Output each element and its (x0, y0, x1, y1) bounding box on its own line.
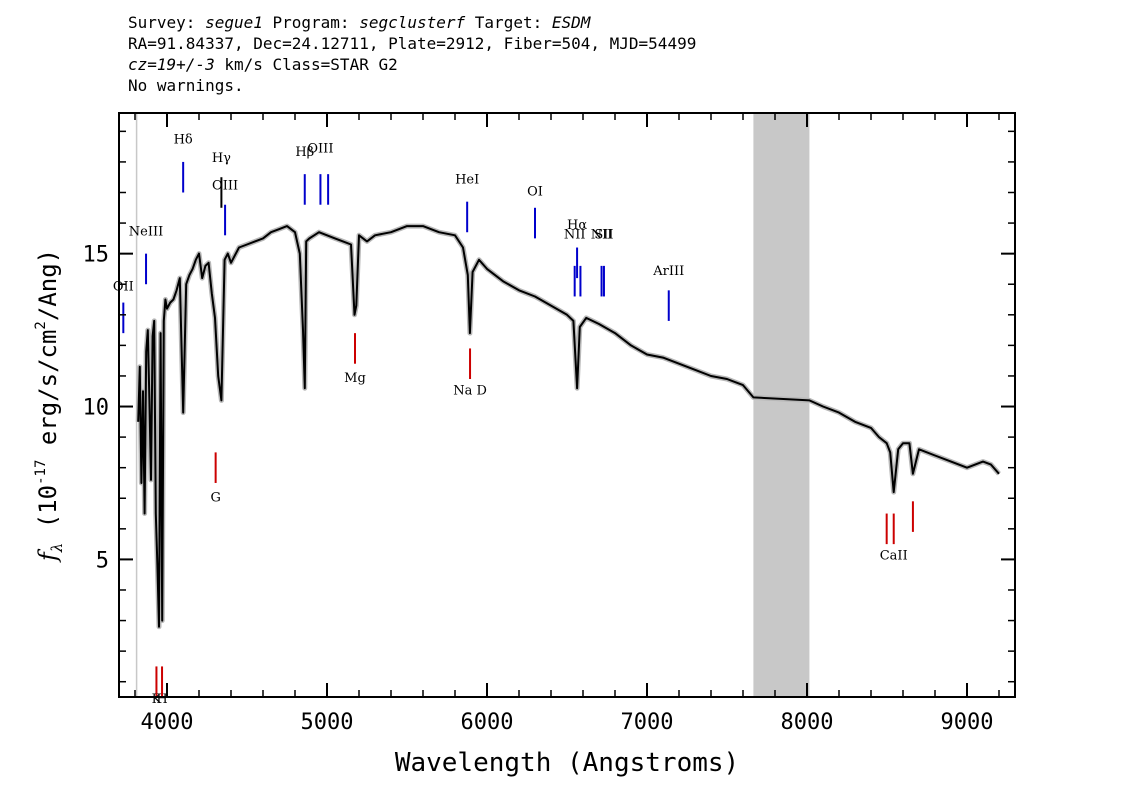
emission-line-label-15: ArIII (652, 264, 684, 279)
redshift-value: cz=19+/-3 (128, 55, 215, 74)
y-tick-label-2: 15 (83, 243, 110, 268)
x-tick-label-1: 5000 (301, 710, 354, 735)
spectrum-line (137, 225, 1000, 628)
emission-line-label-2: Hδ (174, 133, 193, 148)
emission-line-label-1: NeIII (129, 224, 163, 239)
absorption-line-label-4: Na D (453, 383, 487, 398)
masked-region (753, 113, 810, 697)
absorption-line-label-6: CaII (880, 548, 908, 563)
y-axis-label: fλ (10-17 erg/s/cm2/Ang) (33, 249, 66, 563)
x-tick-label-3: 7000 (621, 710, 674, 735)
x-tick-label-2: 6000 (461, 710, 514, 735)
y-tick-label-1: 10 (83, 396, 110, 421)
emission-line-label-9: OI (527, 185, 543, 200)
emission-line-label-6: OIII (307, 142, 333, 157)
plot-frame (118, 112, 1016, 698)
absorption-line-label-2: G (210, 490, 220, 505)
header-line-4: No warnings. (128, 76, 244, 95)
survey-value: segue1 (205, 13, 263, 32)
header-line-1: Survey: segue1 Program: segclusterf Targ… (128, 13, 591, 32)
emission-line-label-0: OII (113, 279, 134, 294)
x-tick-label-4: 8000 (781, 710, 834, 735)
emission-line-label-3: Hγ (212, 151, 231, 166)
header-line-3: cz=19+/-3 km/s Class=STAR G2 (128, 55, 398, 74)
absorption-line-label-0: K (152, 692, 162, 707)
y-tick-label-0: 5 (96, 548, 109, 573)
emission-line-label-14: SII (594, 227, 613, 242)
spectrum-header: Survey: segue1 Program: segclusterf Targ… (128, 12, 696, 96)
emission-line-label-11: Hα (567, 218, 587, 233)
emission-line-label-5: Hβ (295, 145, 314, 160)
x-tick-label-5: 9000 (941, 710, 994, 735)
spectrum-error-band (135, 223, 1001, 630)
emission-line-label-13: NII (591, 227, 613, 242)
program-value: segclusterf (359, 13, 466, 32)
emission-line-label-10: NII (564, 227, 586, 242)
emission-line-label-4: OIII (212, 178, 238, 193)
header-line-2: RA=91.84337, Dec=24.12711, Plate=2912, F… (128, 34, 697, 53)
absorption-line-label-1: H (156, 692, 167, 707)
absorption-line-label-3: Mg (344, 371, 366, 386)
emission-line-label-8: HeI (455, 172, 479, 187)
x-tick-label-0: 4000 (141, 710, 194, 735)
target-value: ESDM (551, 13, 591, 32)
x-axis-label: Wavelength (Angstroms) (395, 748, 739, 778)
